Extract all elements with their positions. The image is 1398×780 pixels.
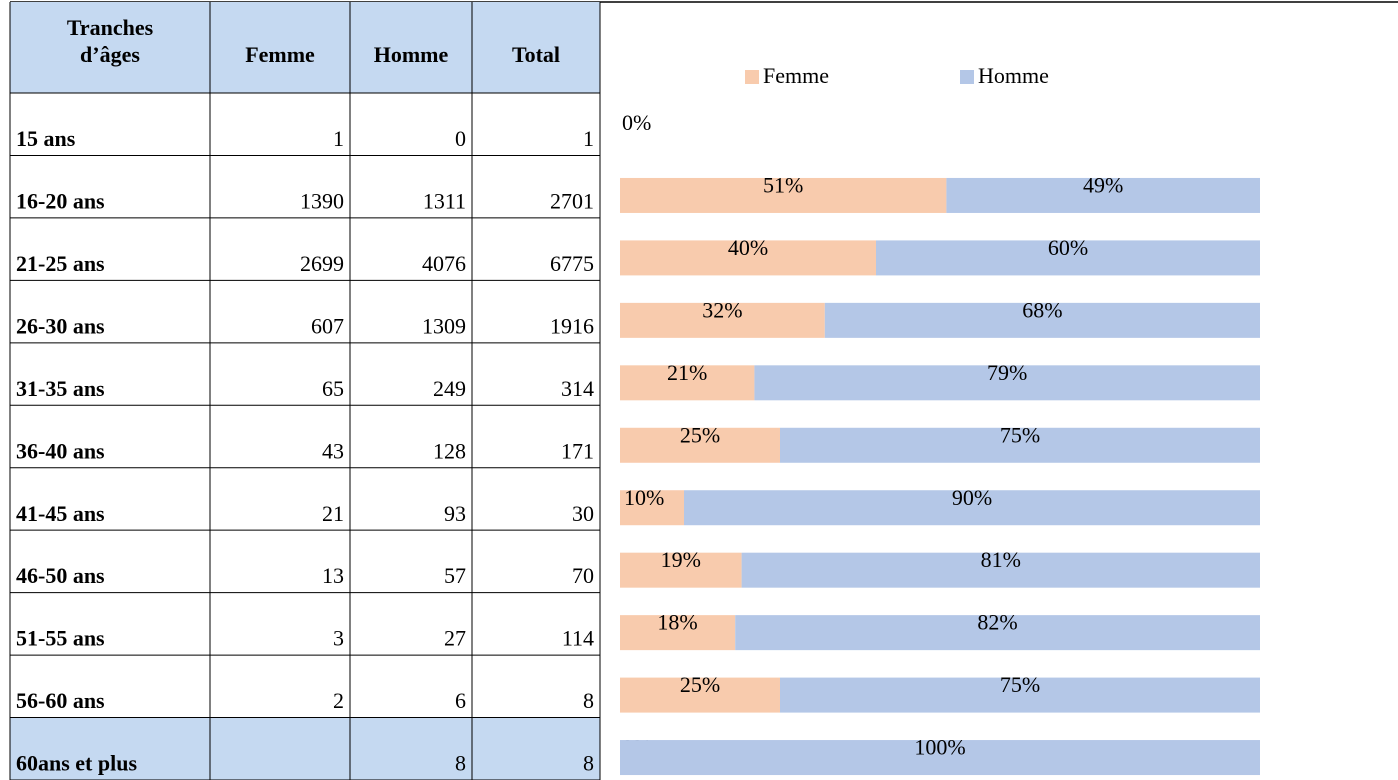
header-cell: Homme [374,42,449,67]
header-fill [10,2,600,93]
row-label: 60ans et plus [16,751,137,776]
cell: 13 [322,563,344,588]
cell: 6775 [550,251,594,276]
cell: 0 [455,126,466,151]
value-label: 100% [914,735,965,760]
cell: 1311 [423,189,466,214]
bar-segment [876,240,1260,276]
value-label: 75% [1000,672,1040,697]
cell: 1 [583,126,594,151]
header-cell: Total [512,42,560,67]
cell: 27 [444,626,466,651]
value-label: 10% [624,485,664,510]
value-label: 32% [702,297,742,322]
bar-segment [620,740,1260,776]
cell: 30 [572,501,594,526]
bar-segment [620,552,742,588]
bar-segment [620,240,876,276]
cell: 8 [455,751,466,776]
cell: 2 [333,688,344,713]
cell: 65 [322,376,344,401]
cell: 1 [333,126,344,151]
cell: 1390 [300,189,344,214]
cell: 8 [583,688,594,713]
value-label: 60% [1048,235,1088,260]
bar-segment [620,177,947,213]
cell: 6 [455,688,466,713]
row-label: 31-35 ans [16,376,105,401]
cell: 93 [444,501,466,526]
row-label: 15 ans [16,126,76,151]
row-label: 56-60 ans [16,688,105,713]
value-label: 25% [680,422,720,447]
cell: 3 [333,626,344,651]
cell: 114 [562,626,594,651]
bar-segment [754,365,1260,401]
bar-segment [620,302,825,338]
value-label: 51% [763,173,803,198]
value-label: 18% [657,610,697,635]
value-label: 40% [728,235,768,260]
bar-segment [741,552,1260,588]
bar-segment [780,677,1260,713]
bar-segment [735,615,1260,651]
value-label: 79% [987,360,1027,385]
bar-segment [824,302,1260,338]
value-label: 90% [952,485,992,510]
legend-swatch [960,70,974,84]
value-label: 25% [680,672,720,697]
row-label: 36-40 ans [16,438,105,463]
cell: 4076 [422,251,466,276]
cell: 70 [572,563,594,588]
value-label: 81% [981,547,1021,572]
header-cell: d’âges [80,42,140,67]
cell: 607 [311,313,344,338]
cell: 43 [322,438,344,463]
header-cell: Femme [245,42,315,67]
bar-segment [620,427,780,463]
bar-segment [620,677,780,713]
legend-label: Femme [763,63,829,88]
bar-segment [946,177,1260,213]
bar-segment [780,427,1260,463]
cell: 21 [322,501,344,526]
cell: 128 [433,438,466,463]
row-label: 46-50 ans [16,563,105,588]
legend-swatch [745,70,759,84]
cell: 314 [561,376,594,401]
header-cell: Tranches [67,15,154,40]
value-label: 49% [1083,173,1123,198]
cell: 1916 [550,313,594,338]
value-label: 75% [1000,422,1040,447]
legend-label: Homme [978,63,1049,88]
value-label: 82% [977,610,1017,635]
value-label: 0% [622,110,651,135]
row-label: 41-45 ans [16,501,105,526]
bar-segment [620,490,684,526]
cell: 2699 [300,251,344,276]
bar-segment [620,615,736,651]
cell: 57 [444,563,466,588]
row-label: 16-20 ans [16,189,105,214]
value-label: 19% [661,547,701,572]
bar-segment [684,490,1260,526]
row-label: 51-55 ans [16,626,105,651]
cell: 1309 [422,313,466,338]
cell: 2701 [550,189,594,214]
row-label: 26-30 ans [16,313,105,338]
cell: 8 [583,751,594,776]
cell: 171 [561,438,594,463]
value-label: 21% [667,360,707,385]
last-row-fill [10,717,600,780]
value-label: 68% [1022,297,1062,322]
cell: 249 [433,376,466,401]
row-label: 21-25 ans [16,251,105,276]
bar-segment [620,365,755,401]
